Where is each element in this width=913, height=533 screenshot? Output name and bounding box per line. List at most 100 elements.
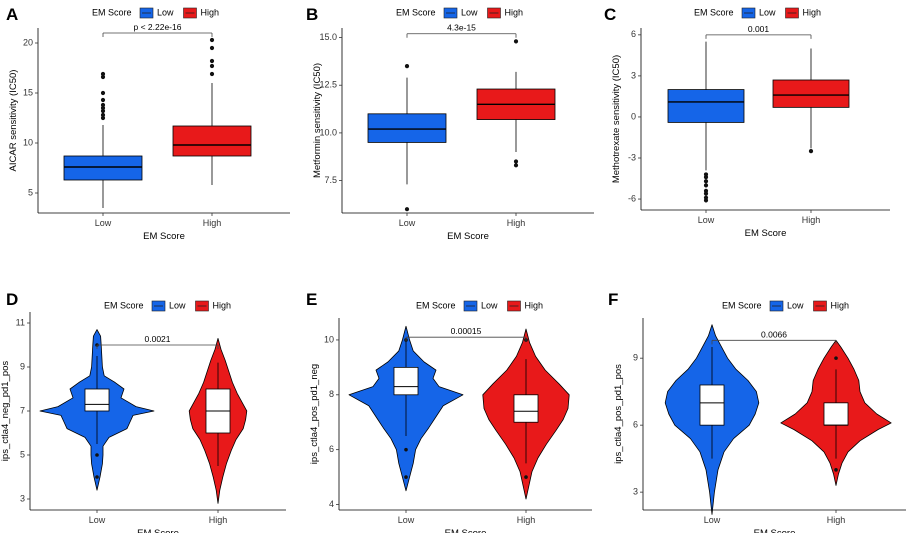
outlier-point xyxy=(834,468,838,472)
p-value-label: 0.00015 xyxy=(451,326,482,336)
panel-f: F EM Score Low High 3 6 9 Low High EM Score ips_ct… xyxy=(608,290,906,533)
y-tick-label: -3 xyxy=(628,152,636,162)
group-low xyxy=(367,64,447,212)
box-low xyxy=(63,155,143,181)
legend-label-high: High xyxy=(831,300,850,310)
y-tick-label: 10 xyxy=(23,137,33,147)
outlier-point xyxy=(100,90,106,96)
y-tick-label: 3 xyxy=(631,70,636,80)
outlier-point xyxy=(703,198,709,203)
group-high xyxy=(482,328,570,500)
outlier-point xyxy=(404,207,410,212)
y-tick-label: 10 xyxy=(324,334,334,344)
panel-c: C EM Score Low High -6 -3 0 3 6 Low High EM Score Me… xyxy=(604,5,890,239)
y-axis-title: Methotrexate sensitivity (IC50) xyxy=(611,55,622,183)
panel-letter: E xyxy=(306,290,317,309)
x-tick-label-high: High xyxy=(827,515,846,525)
outlier-point xyxy=(209,58,215,64)
legend-label-low: Low xyxy=(169,300,186,310)
panel-letter: A xyxy=(6,5,18,24)
p-value-label: 0.0021 xyxy=(145,334,171,344)
box-low xyxy=(367,113,447,143)
panel-letter: F xyxy=(608,290,618,309)
y-tick-label: 5 xyxy=(20,449,25,459)
y-tick-label: 9 xyxy=(20,361,25,371)
outlier-point xyxy=(100,105,106,111)
significance-bracket: 0.0066 xyxy=(711,329,837,345)
y-tick-label: 6 xyxy=(633,420,638,430)
group-high xyxy=(772,48,850,154)
y-tick-label: 9 xyxy=(633,353,638,363)
p-value-label: p < 2.22e-16 xyxy=(134,22,182,32)
group-low xyxy=(39,329,155,491)
outlier-point xyxy=(100,108,106,114)
outlier-point xyxy=(209,63,215,69)
y-tick-label: 6 xyxy=(631,29,636,39)
y-tick-label: 7 xyxy=(20,405,25,415)
x-tick-label-high: High xyxy=(203,218,222,228)
outlier-point xyxy=(100,115,106,121)
legend-label-low: Low xyxy=(759,7,776,17)
y-tick-label: 20 xyxy=(23,37,33,47)
y-tick-label: 12.5 xyxy=(319,80,337,90)
legend: EM Score Low High xyxy=(92,7,220,19)
x-tick-label-high: High xyxy=(802,215,821,225)
outlier-point xyxy=(404,64,410,69)
p-value-label: 4.3e-15 xyxy=(447,23,476,33)
legend-title: EM Score xyxy=(92,7,132,17)
outlier-point xyxy=(100,71,106,77)
y-tick-label: 10.0 xyxy=(319,127,337,137)
group-high xyxy=(780,339,892,486)
significance-bracket: 4.3e-15 xyxy=(406,23,517,38)
box-high xyxy=(172,125,252,157)
outlier-point xyxy=(100,97,106,103)
group-high xyxy=(476,39,556,168)
x-tick-label-low: Low xyxy=(95,218,112,228)
legend-label-low: Low xyxy=(461,7,478,17)
group-low xyxy=(348,325,464,492)
outlier-point xyxy=(808,149,814,154)
box-low xyxy=(699,384,725,426)
outlier-point xyxy=(100,74,106,80)
y-axis-title: ips_ctla4_pos_pd1_neg xyxy=(309,364,320,464)
x-axis-title: EM Score xyxy=(447,231,489,242)
significance-bracket: 0.00015 xyxy=(405,326,527,342)
y-axis-title: Metformin sensitivity (IC50) xyxy=(312,63,323,178)
x-axis-title: EM Score xyxy=(137,528,179,533)
outlier-point xyxy=(209,71,215,77)
legend: EM Score Low High xyxy=(694,7,821,19)
outlier-point xyxy=(703,191,709,196)
box-low xyxy=(393,366,419,396)
outlier-point xyxy=(100,112,106,118)
x-tick-label-high: High xyxy=(507,218,526,228)
x-axis-title: EM Score xyxy=(143,231,185,242)
outlier-point xyxy=(100,102,106,108)
outlier-point xyxy=(524,475,528,479)
legend-label-high: High xyxy=(201,7,220,17)
outlier-point xyxy=(513,159,519,164)
x-axis-title: EM Score xyxy=(445,528,487,533)
p-value-label: 0.0066 xyxy=(761,329,787,339)
panel-a: A EM Score Low High 5 10 15 20 Low High EM Score AI… xyxy=(6,5,290,242)
group-high xyxy=(172,37,252,185)
outlier-point xyxy=(95,475,99,479)
box-high xyxy=(823,402,849,426)
legend-title: EM Score xyxy=(416,300,456,310)
x-tick-label-low: Low xyxy=(399,218,416,228)
p-value-label: 0.001 xyxy=(748,24,770,34)
outlier-point xyxy=(703,183,709,188)
outlier-point xyxy=(513,39,519,44)
legend-title: EM Score xyxy=(694,7,734,17)
y-tick-label: 8 xyxy=(329,389,334,399)
panel-d: D EM Score Low High 3 5 7 9 11 Low High EM Score ips… xyxy=(0,290,286,533)
panel-e: E EM Score Low High 4 6 8 10 Low High EM Score ips_… xyxy=(306,290,592,533)
legend-title: EM Score xyxy=(104,300,144,310)
legend: EM Score Low High xyxy=(104,300,231,312)
outlier-point xyxy=(404,475,408,479)
legend-title: EM Score xyxy=(396,7,436,17)
outlier-point xyxy=(703,179,709,184)
group-low xyxy=(63,71,143,208)
group-low xyxy=(664,324,760,515)
